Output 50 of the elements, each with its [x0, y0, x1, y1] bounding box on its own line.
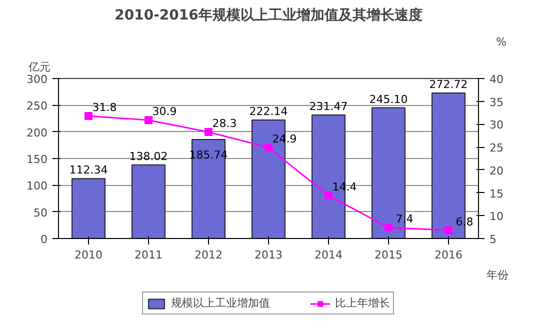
bar: [192, 138, 226, 238]
y-tick-label: 0: [40, 233, 48, 246]
y2-tick-label: 5: [490, 233, 496, 246]
data-label: 112.34: [69, 164, 108, 177]
data-label: 6.8: [456, 215, 474, 228]
y2-tick-label: 20: [490, 164, 504, 178]
data-label: 7.4: [396, 212, 414, 226]
data-label: 138.02: [129, 150, 168, 163]
bar: [72, 178, 106, 238]
y-tick-label: 150: [26, 153, 48, 166]
point: [324, 192, 332, 200]
y-tick-label: 200: [26, 126, 48, 140]
point: [264, 144, 272, 152]
chart-title: 2010-2016年规模以上工业增加值及其增长速度: [114, 6, 422, 24]
x-axis-title: 年份: [486, 268, 508, 282]
y-tick-label: 300: [26, 73, 48, 86]
x-tick-label: 2012: [194, 248, 223, 262]
data-label: 31.8: [92, 100, 117, 114]
data-label: 222.14: [249, 105, 288, 118]
y2-tick-label: 10: [490, 210, 504, 224]
y2-tick-label: 25: [490, 142, 504, 155]
y-tick-label: 100: [26, 180, 48, 193]
data-label: 272.72: [429, 78, 468, 92]
y2-tick-label: 30: [490, 118, 504, 132]
legend-label: 比上年增长: [335, 296, 390, 310]
y-tick-label: 50: [34, 206, 48, 220]
y-tick-label: 250: [26, 100, 48, 113]
data-label: 231.47: [309, 100, 348, 114]
x-tick-label: 2016: [434, 248, 463, 262]
data-label: 245.10: [369, 92, 408, 106]
point: [144, 116, 152, 124]
x-tick-label: 2014: [314, 248, 343, 262]
y2-tick-label: 40: [490, 73, 504, 86]
y2-tick-label: 15: [490, 187, 504, 200]
x-tick-label: 2011: [134, 248, 163, 262]
point: [384, 224, 392, 232]
data-label: 24.9: [272, 132, 297, 146]
bar: [132, 164, 166, 238]
point: [444, 226, 452, 234]
x-tick-label: 2015: [374, 248, 403, 262]
y2-axis-title: %: [496, 36, 506, 48]
y-axis-title: 亿元: [28, 60, 50, 74]
point: [84, 112, 92, 120]
data-label: 28.3: [212, 116, 237, 130]
point: [204, 128, 212, 136]
y2-tick-label: 35: [490, 96, 504, 109]
x-tick-label: 2010: [74, 248, 103, 262]
data-label: 30.9: [152, 105, 177, 118]
legend-label: 规模以上工业增加值: [171, 296, 270, 310]
x-tick-label: 2013: [254, 248, 283, 262]
